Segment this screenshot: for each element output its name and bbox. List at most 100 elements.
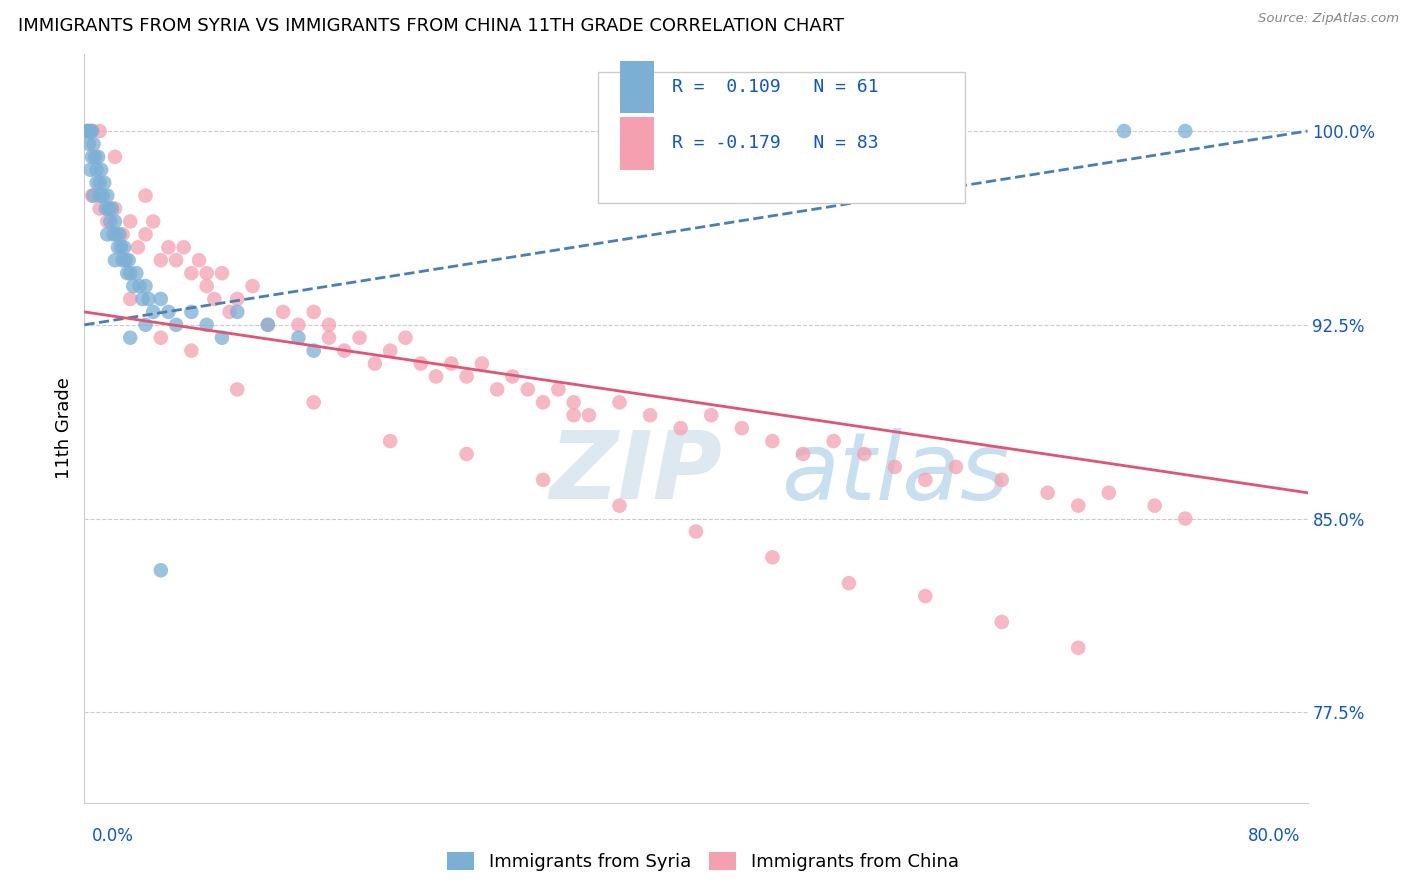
Point xyxy=(1143,499,1166,513)
Point xyxy=(1067,499,1090,513)
Point xyxy=(120,331,142,345)
Point xyxy=(157,240,180,254)
Text: 80.0%: 80.0% xyxy=(1249,827,1301,845)
Point xyxy=(103,227,125,242)
Point xyxy=(180,343,202,358)
Point xyxy=(1067,640,1090,655)
Point xyxy=(138,292,160,306)
Point xyxy=(108,227,131,242)
Point xyxy=(271,305,294,319)
Point xyxy=(211,331,233,345)
Point xyxy=(226,383,249,397)
Point xyxy=(471,357,494,371)
Point xyxy=(80,188,103,202)
Point xyxy=(80,124,103,138)
Point xyxy=(257,318,280,332)
FancyBboxPatch shape xyxy=(598,72,965,203)
Point xyxy=(101,202,124,216)
Point xyxy=(93,176,115,190)
Point xyxy=(128,279,150,293)
Point xyxy=(77,136,100,151)
Point xyxy=(131,292,153,306)
Point xyxy=(89,202,111,216)
Point xyxy=(226,305,249,319)
Point xyxy=(456,447,478,461)
Point xyxy=(700,409,723,423)
Point xyxy=(90,162,112,177)
Point xyxy=(380,434,402,448)
Text: R =  0.109   N = 61: R = 0.109 N = 61 xyxy=(672,78,879,96)
Point xyxy=(84,150,107,164)
Point xyxy=(76,124,98,138)
Point xyxy=(135,188,157,202)
Point xyxy=(114,253,136,268)
Point xyxy=(302,343,325,358)
Point xyxy=(761,550,783,565)
Point xyxy=(165,253,187,268)
Point xyxy=(83,188,105,202)
Point xyxy=(120,266,142,280)
Point xyxy=(1343,124,1365,138)
Point xyxy=(226,292,249,306)
Point xyxy=(838,576,860,591)
Point xyxy=(86,162,108,177)
Point xyxy=(609,499,631,513)
Point xyxy=(302,395,325,409)
Point xyxy=(80,124,103,138)
Point xyxy=(105,227,128,242)
Point xyxy=(425,369,447,384)
Point xyxy=(89,124,111,138)
Point xyxy=(669,421,692,435)
Point xyxy=(1174,511,1197,525)
Point xyxy=(318,331,340,345)
Point xyxy=(97,202,120,216)
Point xyxy=(380,343,402,358)
Point xyxy=(914,589,936,603)
Point xyxy=(86,176,108,190)
Point xyxy=(531,395,554,409)
Point xyxy=(562,409,585,423)
Point xyxy=(173,240,195,254)
Point xyxy=(409,357,432,371)
Point xyxy=(157,305,180,319)
Point xyxy=(135,279,157,293)
Text: atlas: atlas xyxy=(782,427,1010,518)
Point xyxy=(89,176,111,190)
Point xyxy=(120,214,142,228)
Point xyxy=(127,240,149,254)
Point xyxy=(349,331,371,345)
Point xyxy=(287,318,309,332)
Point xyxy=(609,395,631,409)
Point xyxy=(731,421,754,435)
Point xyxy=(149,331,172,345)
Point xyxy=(486,383,509,397)
Point xyxy=(333,343,356,358)
Point xyxy=(202,292,225,306)
Point xyxy=(1036,485,1059,500)
Point xyxy=(96,188,118,202)
Text: 0.0%: 0.0% xyxy=(91,827,134,845)
Point xyxy=(112,240,135,254)
Point xyxy=(394,331,416,345)
Point xyxy=(79,162,101,177)
Point xyxy=(188,253,211,268)
Point xyxy=(96,227,118,242)
Point xyxy=(115,266,138,280)
Point xyxy=(135,318,157,332)
Point xyxy=(96,214,118,228)
Point xyxy=(98,214,121,228)
Point xyxy=(531,473,554,487)
Point xyxy=(89,188,111,202)
Y-axis label: 11th Grade: 11th Grade xyxy=(55,377,73,479)
Point xyxy=(94,202,117,216)
Point xyxy=(578,409,600,423)
Point xyxy=(991,615,1014,629)
Point xyxy=(91,188,114,202)
Point xyxy=(685,524,707,539)
Text: IMMIGRANTS FROM SYRIA VS IMMIGRANTS FROM CHINA 11TH GRADE CORRELATION CHART: IMMIGRANTS FROM SYRIA VS IMMIGRANTS FROM… xyxy=(18,17,845,35)
Point xyxy=(562,395,585,409)
Point xyxy=(104,202,127,216)
Point xyxy=(195,266,218,280)
Point xyxy=(991,473,1014,487)
Point xyxy=(1174,124,1197,138)
